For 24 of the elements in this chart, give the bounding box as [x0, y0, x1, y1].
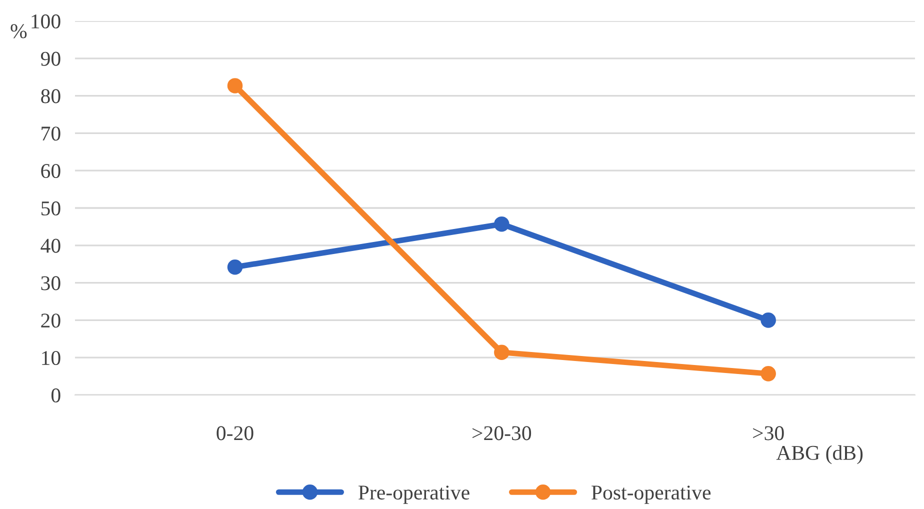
y-tick-label: 30 — [41, 276, 60, 290]
y-tick-label: 70 — [42, 126, 60, 141]
point — [760, 366, 776, 382]
y-tick-label: 10 — [42, 350, 60, 366]
y-tick-label: 80 — [41, 89, 60, 104]
y-tick-label: 90 — [40, 52, 60, 66]
y-tick-label: 50 — [41, 201, 60, 216]
x-tick-label: 0-20 — [216, 426, 254, 440]
legend-label: Pre-operative — [358, 486, 470, 504]
legend-label: Post-operative — [592, 486, 711, 504]
y-tick-label: 100 — [32, 14, 60, 28]
point — [494, 216, 510, 232]
y-tick-label: 60 — [41, 164, 60, 178]
point — [227, 259, 243, 275]
y-tick-label: 0 — [51, 388, 60, 402]
point — [760, 312, 776, 328]
y-tick-label: 40 — [40, 238, 60, 253]
y-tick-label: 20 — [41, 314, 60, 328]
x-axis-title: ABG (dB) — [776, 445, 863, 464]
x-tick-label: >30 — [753, 426, 784, 440]
point — [227, 78, 243, 94]
x-tick-label: >20-30 — [472, 426, 532, 440]
point — [494, 344, 510, 360]
y-axis-title: % — [10, 24, 27, 38]
